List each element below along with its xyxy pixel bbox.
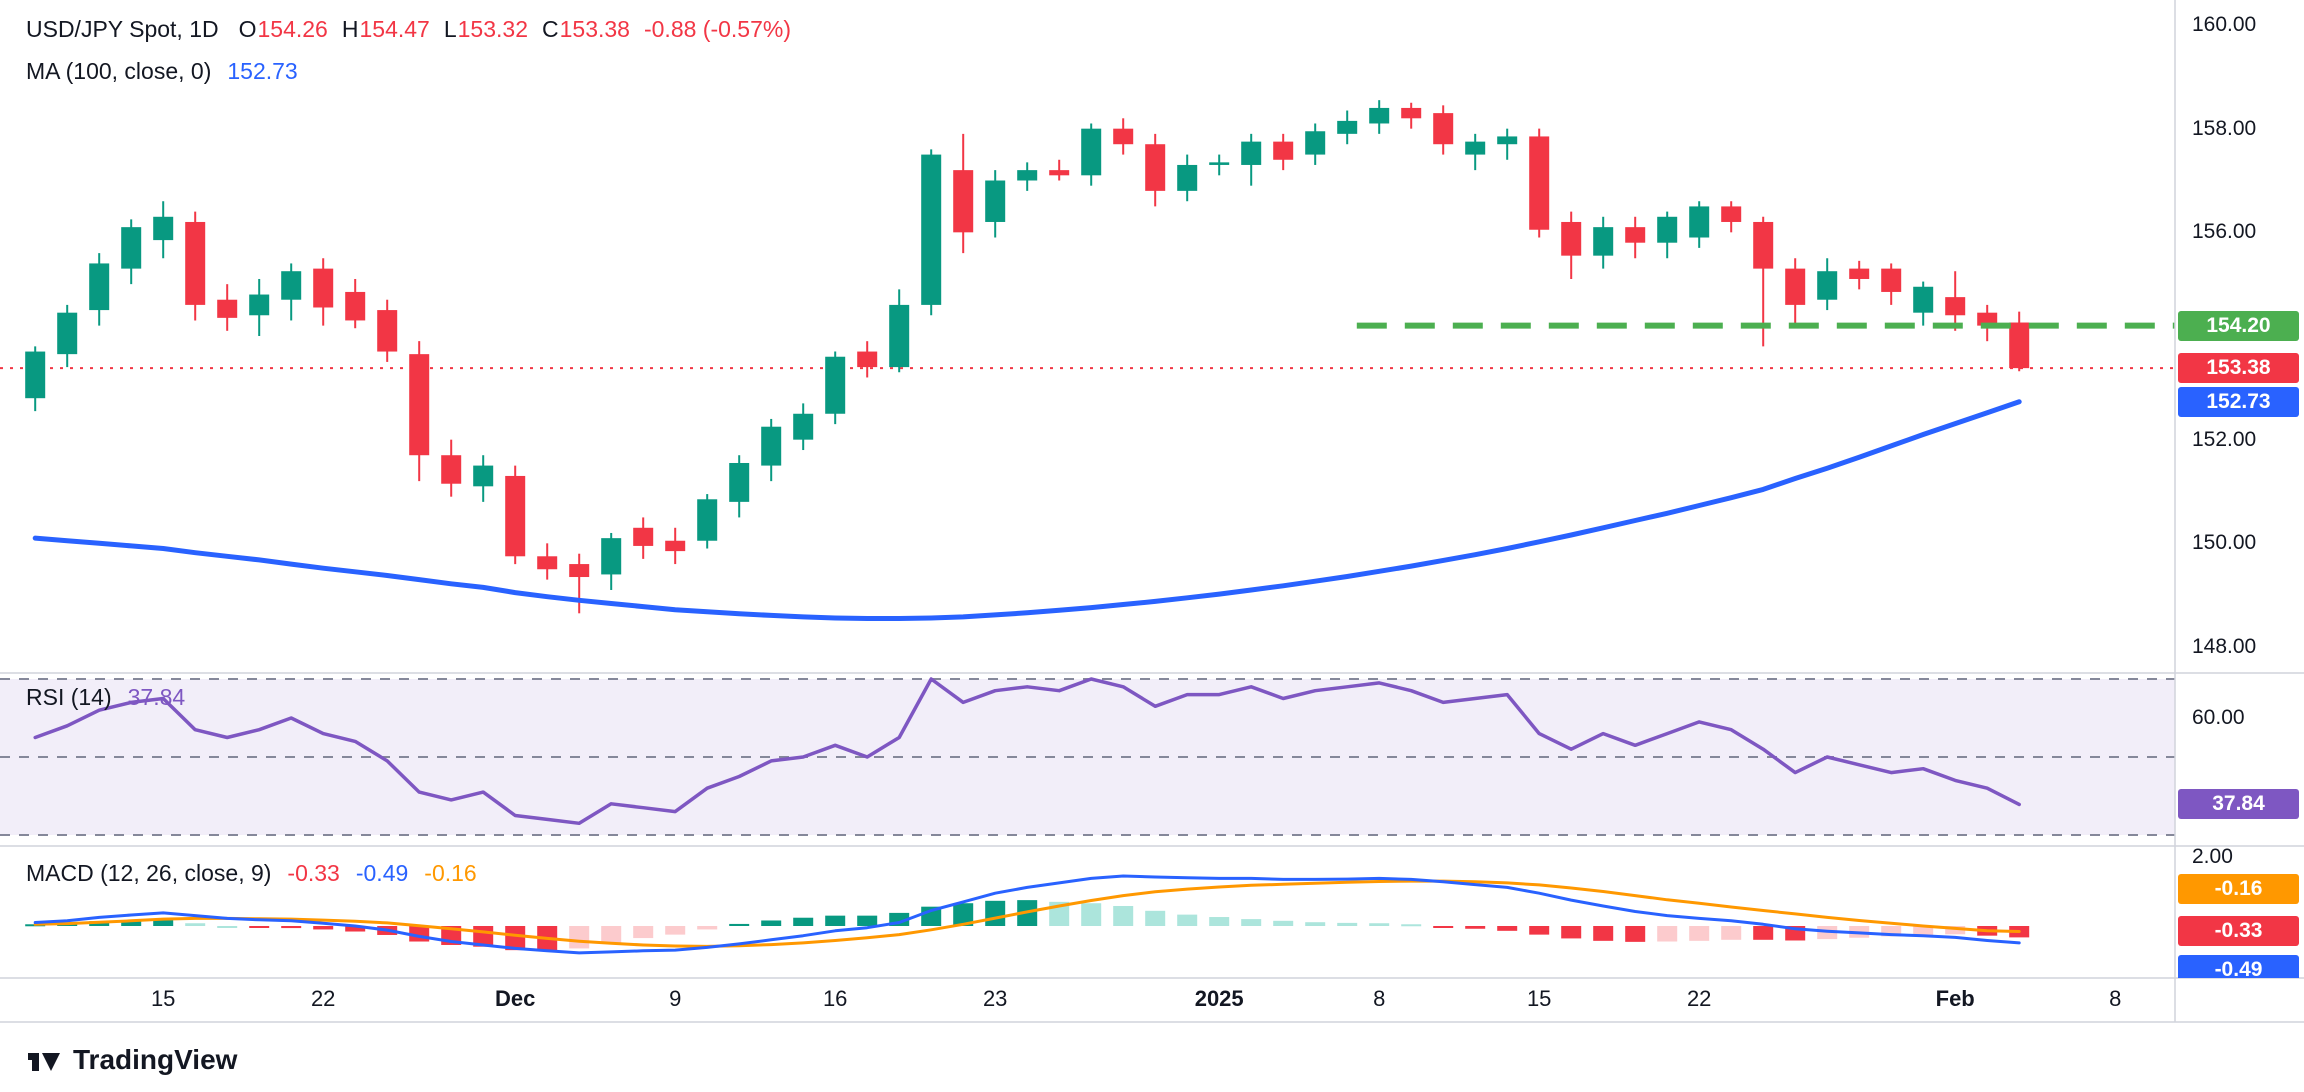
axis-tick-label: 60.00 (2192, 706, 2245, 729)
time-axis[interactable]: 15 22 Dec 9 16 23 2025 8 15 22 Feb 8 (0, 978, 2175, 1022)
ma-legend-label[interactable]: MA (100, close, 0) (26, 58, 212, 84)
ohlc-high-label: H (341, 16, 359, 42)
tradingview-logo-text: TradingView (73, 1044, 238, 1075)
macd-panel (25, 874, 2030, 955)
ohlc-close: C 153.38 (542, 16, 630, 43)
macd-hist-value: -0.33 (287, 860, 340, 886)
ma-legend: MA (100, close, 0) 152.73 (26, 58, 298, 85)
symbol-legend: USD/JPY Spot, 1D O 154.26 H 154.47 L 153.32… (26, 16, 791, 43)
symbol-title[interactable]: USD/JPY Spot, 1D (26, 16, 219, 42)
macd-line-value: -0.49 (355, 860, 409, 886)
tradingview-logo-icon (28, 1053, 60, 1071)
time-axis-label: 8 (2109, 986, 2122, 1011)
ma-line (32, 399, 2022, 621)
ma-legend-value: 152.73 (227, 58, 298, 84)
rsi-panel (0, 677, 2175, 836)
time-axis-label: 9 (669, 986, 682, 1011)
ohlc-high: H 154.47 (342, 16, 430, 43)
axis-tick-label: 148.00 (2192, 634, 2257, 658)
time-axis-label: 22 (1686, 986, 1712, 1011)
change-value: -0.88 (-0.57%) (643, 16, 791, 42)
axis-tick-label: 150.00 (2192, 531, 2257, 555)
price-axis[interactable]: 160.00 158.00 156.00 152.00 150.00 148.00 60.0… (2175, 0, 2304, 1022)
time-axis-label: Dec (495, 986, 536, 1011)
axis-tick-label: 2.00 (2192, 845, 2233, 868)
axis-tick-label: 152.00 (2192, 427, 2257, 451)
time-axis-label: 23 (982, 986, 1008, 1011)
time-axis-label: 2025 (1194, 986, 1244, 1011)
rsi-legend: RSI (14) 37.84 (26, 684, 185, 711)
ohlc-open-value: 154.26 (257, 16, 328, 42)
time-axis-label: 16 (822, 986, 848, 1011)
time-axis-label: Feb (1935, 986, 1975, 1011)
axis-tick-label: 160.00 (2192, 13, 2257, 36)
main-panel (0, 100, 2175, 614)
macd-legend-label[interactable]: MACD (12, 26, close, 9) (26, 860, 272, 886)
ohlc-low-value: 153.32 (457, 16, 528, 42)
ohlc-high-value: 154.47 (359, 16, 430, 42)
time-axis-label: 15 (1526, 986, 1552, 1011)
macd-legend: MACD (12, 26, close, 9) -0.33 -0.49 -0.1… (26, 860, 477, 887)
ohlc-open: O 154.26 (239, 16, 328, 43)
time-axis-label: 8 (1373, 986, 1386, 1011)
ohlc-open-label: O (238, 16, 257, 42)
ohlc-close-value: 153.38 (559, 16, 630, 42)
axis-tick-label: 158.00 (2192, 116, 2257, 140)
ohlc-low: L 153.32 (444, 16, 528, 43)
tradingview-logo[interactable]: TradingView (26, 1042, 237, 1078)
rsi-legend-value: 37.84 (127, 684, 186, 710)
time-axis-label: 22 (310, 986, 336, 1011)
ohlc-low-label: L (443, 16, 457, 42)
time-axis-label: 15 (150, 986, 176, 1011)
macd-signal-value: -0.16 (424, 860, 477, 886)
rsi-legend-label[interactable]: RSI (14) (26, 684, 112, 710)
ohlc-close-label: C (542, 16, 559, 42)
axis-tick-label: 156.00 (2192, 220, 2257, 244)
